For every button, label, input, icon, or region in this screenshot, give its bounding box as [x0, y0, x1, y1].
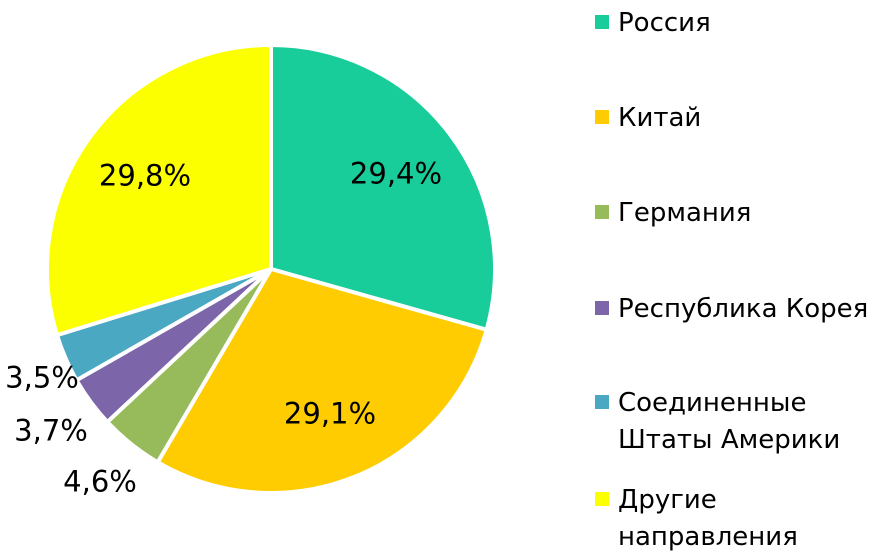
legend-item-russia: Россия: [595, 5, 880, 42]
legend-swatch-icon: [595, 395, 609, 409]
pie-slice-6: [45, 43, 273, 338]
legend-swatch-icon: [595, 492, 609, 506]
legend-label: Соединенные Штаты Америки: [618, 388, 841, 455]
legend-label: Германия: [618, 198, 752, 228]
legend-item-china: Китай: [595, 100, 880, 137]
pie-slice-1: [269, 43, 498, 332]
legend-item-germany: Германия: [595, 195, 880, 232]
slice-value-label-usa: 3,5%: [5, 360, 79, 395]
legend-label: Россия: [618, 8, 711, 38]
legend-label: Другие направления: [618, 485, 798, 552]
legend-swatch-icon: [595, 110, 609, 124]
legend-item-other: Другие направления: [595, 482, 880, 556]
legend-swatch-icon: [595, 15, 609, 29]
slice-value-label-germany: 4,6%: [63, 464, 137, 499]
legend-swatch-icon: [595, 301, 609, 315]
slice-value-label-russia: 29,4%: [349, 156, 443, 191]
legend-item-usa: Соединенные Штаты Америки: [595, 385, 880, 459]
legend-item-korea: Республика Корея: [595, 291, 880, 328]
slice-value-label-other: 29,8%: [98, 158, 192, 193]
chart-legend: Россия Китай Германия Республика Корея С…: [595, 0, 880, 558]
legend-label: Республика Корея: [618, 294, 869, 324]
slice-value-label-china: 29,1%: [283, 396, 377, 431]
slice-value-label-korea: 3,7%: [14, 413, 88, 448]
legend-label: Китай: [618, 103, 702, 133]
legend-swatch-icon: [595, 205, 609, 219]
